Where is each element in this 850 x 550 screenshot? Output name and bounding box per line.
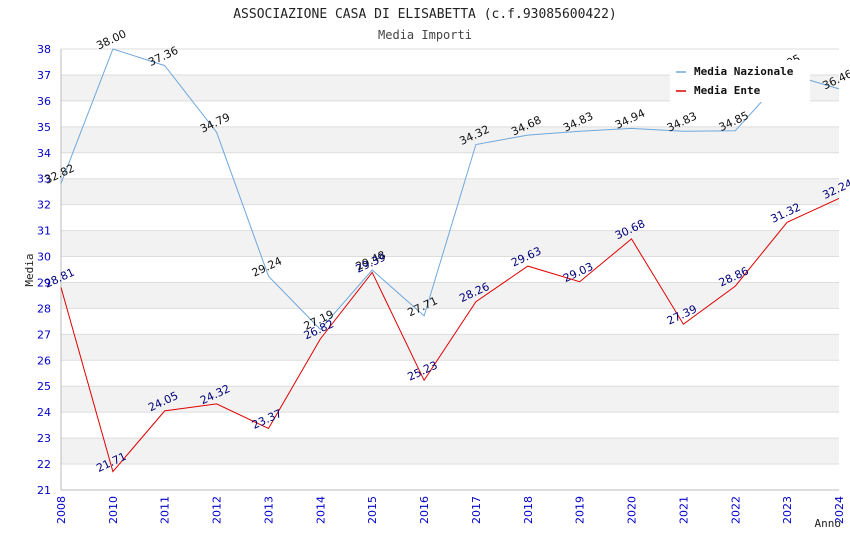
x-tick-label: 2022 xyxy=(729,496,742,524)
legend-label-media-ente: Media Ente xyxy=(694,84,761,97)
x-tick-label: 2014 xyxy=(314,496,327,524)
y-tick-label: 25 xyxy=(37,380,51,393)
series-lines xyxy=(60,48,840,473)
y-axis-label: Media xyxy=(23,253,36,286)
y-tick-label: 33 xyxy=(37,173,51,186)
x-tick-label: 2024 xyxy=(833,496,846,524)
plot-band xyxy=(61,230,839,257)
plot-band xyxy=(61,100,839,127)
y-tick-label: 26 xyxy=(37,354,51,367)
series-line-media-ente xyxy=(60,197,840,473)
x-tick-labels: 2008 2010 2011 2012 2013 2014 2015 2016 2017 2018… xyxy=(55,496,846,524)
series-line-media-nazionale xyxy=(60,48,840,331)
y-tick-label: 30 xyxy=(37,251,51,264)
y-tick-label: 21 xyxy=(37,484,51,497)
plot-band xyxy=(61,204,839,231)
x-tick-label: 2017 xyxy=(470,496,483,524)
y-tick-label: 31 xyxy=(37,225,51,238)
plot-bands xyxy=(61,49,839,490)
y-tick-label: 35 xyxy=(37,121,51,134)
legend-label-media-nazionale: Media Nazionale xyxy=(694,65,794,78)
x-tick-label: 2020 xyxy=(626,496,639,524)
y-tick-label: 28 xyxy=(37,302,51,315)
y-tick-label: 23 xyxy=(37,432,51,445)
plot-band xyxy=(61,412,839,439)
y-tick-label: 24 xyxy=(37,406,51,419)
x-tick-label: 2019 xyxy=(574,496,587,524)
axes xyxy=(60,49,839,491)
x-tick-label: 2013 xyxy=(262,496,275,524)
x-tick-label: 2011 xyxy=(159,496,172,524)
x-axis-label: Anno xyxy=(815,517,842,530)
x-tick-label: 2010 xyxy=(107,496,120,524)
chart-title: ASSOCIAZIONE CASA DI ELISABETTA (c.f.930… xyxy=(233,7,617,22)
plot-band xyxy=(61,282,839,309)
plot-band xyxy=(61,152,839,179)
y-tick-label: 32 xyxy=(37,199,51,212)
plot-band xyxy=(61,334,839,361)
plot-band xyxy=(61,178,839,205)
x-tick-label: 2008 xyxy=(55,496,68,524)
y-tick-label: 36 xyxy=(37,95,51,108)
plot-band xyxy=(61,256,839,283)
y-tick-label: 29 xyxy=(37,276,51,289)
x-tick-label: 2016 xyxy=(418,496,431,524)
x-tick-label: 2018 xyxy=(522,496,535,524)
legend-box xyxy=(670,60,810,102)
plot-band xyxy=(61,308,839,335)
y-tick-label: 34 xyxy=(37,147,51,160)
x-tick-label: 2021 xyxy=(677,496,690,524)
y-tick-label: 38 xyxy=(37,43,51,56)
x-tick-label: 2012 xyxy=(211,496,224,524)
plot-band xyxy=(61,464,839,490)
plot-band xyxy=(61,360,839,387)
plot-band xyxy=(61,438,839,465)
x-tick-label: 2023 xyxy=(781,496,794,524)
chart-subtitle: Media Importi xyxy=(378,28,472,42)
legend: Media Nazionale Media Ente xyxy=(670,60,810,102)
x-tick-label: 2015 xyxy=(366,496,379,524)
y-tick-label: 37 xyxy=(37,69,51,82)
y-tick-label: 22 xyxy=(37,458,51,471)
y-tick-labels: 21 22 23 24 25 26 27 28 29 30 31 32 33 34 35 36 37 38 xyxy=(37,43,51,497)
y-tick-label: 27 xyxy=(37,328,51,341)
